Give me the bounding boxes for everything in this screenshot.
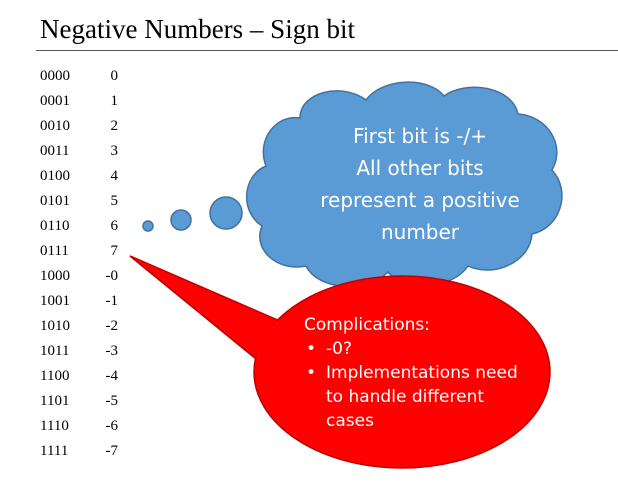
thought-line: represent a positive bbox=[320, 188, 520, 212]
decimal-value: -5 bbox=[105, 393, 119, 409]
binary-value: 0000 bbox=[40, 68, 70, 84]
thought-line: All other bits bbox=[356, 156, 484, 180]
decimal-value: 7 bbox=[110, 243, 119, 259]
binary-value: 1010 bbox=[40, 318, 70, 334]
decimal-value: -3 bbox=[105, 343, 119, 359]
binary-value: 0100 bbox=[40, 168, 70, 184]
thought-trail-large bbox=[209, 196, 243, 230]
thought-line: First bit is -/+ bbox=[353, 124, 487, 148]
decimal-value: 0 bbox=[110, 68, 119, 84]
binary-value: 1110 bbox=[40, 418, 69, 434]
speech-bullet-list: -0? Implementations need to handle diffe… bbox=[304, 337, 524, 433]
speech-bullet: Implementations need to handle different… bbox=[304, 361, 524, 433]
thought-line: number bbox=[380, 220, 460, 244]
speech-bubble-text: Complications: -0? Implementations need … bbox=[304, 313, 524, 433]
title-underline bbox=[36, 50, 618, 51]
binary-value: 0011 bbox=[40, 143, 70, 159]
decimal-value: 1 bbox=[110, 93, 119, 109]
decimal-value: -0 bbox=[105, 268, 119, 284]
decimal-value: -2 bbox=[105, 318, 119, 334]
decimal-value: -1 bbox=[105, 293, 119, 309]
binary-value: 1100 bbox=[40, 368, 70, 384]
binary-value: 1000 bbox=[40, 268, 70, 284]
binary-value: 0001 bbox=[40, 93, 70, 109]
decimal-value: -6 bbox=[105, 418, 119, 434]
binary-value: 0111 bbox=[40, 243, 69, 259]
speech-heading: Complications: bbox=[304, 315, 430, 335]
binary-value: 0101 bbox=[40, 193, 70, 209]
decimal-value: 3 bbox=[110, 143, 119, 159]
binary-value: 0110 bbox=[40, 218, 70, 234]
thought-trail-medium bbox=[170, 209, 192, 231]
thought-cloud bbox=[246, 81, 563, 288]
binary-value: 1001 bbox=[40, 293, 70, 309]
decimal-value: 5 bbox=[110, 193, 119, 209]
decimal-value: -7 bbox=[105, 443, 119, 459]
slide-title: Negative Numbers – Sign bit bbox=[40, 14, 355, 44]
decimal-value: 2 bbox=[110, 118, 119, 134]
decimal-value: 4 bbox=[110, 168, 119, 184]
binary-value: 1111 bbox=[40, 443, 69, 459]
thought-bubble-text: First bit is -/+ All other bits represen… bbox=[300, 120, 540, 248]
decimal-value: 6 bbox=[110, 218, 119, 234]
binary-value: 1101 bbox=[40, 393, 70, 409]
speech-bullet: -0? bbox=[304, 337, 524, 361]
decimal-value: -4 bbox=[105, 368, 119, 384]
binary-value: 0010 bbox=[40, 118, 70, 134]
binary-value: 1011 bbox=[40, 343, 70, 359]
thought-trail-small bbox=[142, 220, 154, 232]
